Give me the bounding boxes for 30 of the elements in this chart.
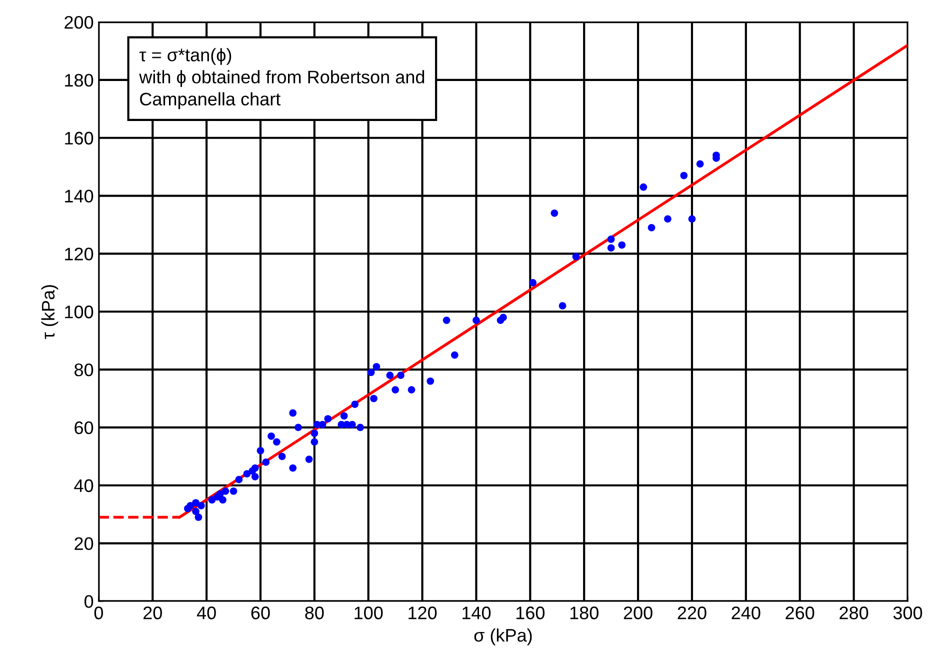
x-tick-label: 60 bbox=[251, 606, 270, 620]
y-axis-title: τ (kPa) bbox=[41, 285, 58, 340]
x-tick-label: 140 bbox=[462, 606, 491, 620]
y-tick-label: 100 bbox=[65, 306, 94, 318]
annotation: τ = σ*tan(ϕ) with ϕ obtained from Robertson and Campanella chart bbox=[139, 48, 424, 110]
y-tick-label: 120 bbox=[65, 248, 94, 260]
x-tick-label: 160 bbox=[516, 606, 545, 620]
x-tick-label: 100 bbox=[354, 606, 383, 620]
y-tick-label: 160 bbox=[65, 132, 94, 145]
y-tick-label: 200 bbox=[64, 16, 94, 29]
y-tick-label: 0 bbox=[84, 595, 94, 608]
x-tick-label: 40 bbox=[196, 606, 216, 620]
y-tick-label: 140 bbox=[65, 190, 94, 203]
x-axis-title: σ (kPa) bbox=[474, 628, 532, 646]
x-tick-label: 200 bbox=[624, 606, 652, 620]
x-tick-label: 0 bbox=[94, 606, 103, 620]
y-tick-label: 60 bbox=[74, 421, 94, 434]
x-tick-label: 260 bbox=[786, 606, 814, 620]
x-tick-label: 280 bbox=[840, 606, 868, 620]
x-tick-label: 180 bbox=[570, 606, 598, 620]
y-tick-label: 40 bbox=[74, 479, 94, 492]
x-tick-label: 20 bbox=[143, 606, 162, 620]
x-tick-label: 240 bbox=[732, 606, 760, 620]
x-tick-label: 220 bbox=[678, 606, 706, 620]
x-tick-label: 120 bbox=[408, 606, 437, 620]
x-tick-label: 80 bbox=[305, 606, 324, 620]
y-tick-label: 80 bbox=[74, 363, 94, 376]
y-tick-label: 180 bbox=[65, 74, 94, 87]
x-tick-label: 300 bbox=[893, 606, 922, 620]
y-tick-label: 20 bbox=[74, 537, 94, 550]
